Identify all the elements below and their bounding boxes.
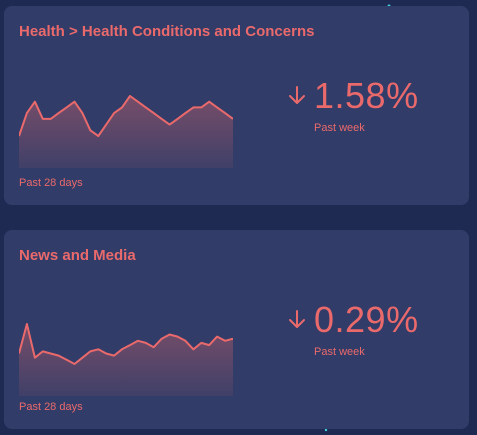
sparkline-chart [19,323,233,396]
sparkline-caption: Past 28 days [19,177,83,189]
card-title: News and Media [19,247,136,264]
change-value: 0.29% [314,299,419,340]
arrow-down-icon [289,86,305,104]
sparkline-line [19,323,233,365]
sparkline-caption: Past 28 days [19,401,83,413]
sparkline-chart [19,95,233,168]
sparkline-line [19,95,233,137]
change-value: 1.58% [314,75,419,116]
change-period: Past week [314,122,365,134]
metric-card[interactable]: Health > Health Conditions and Concerns … [4,6,469,205]
change-period: Past week [314,346,365,358]
metric-change: 1.58% [288,76,419,116]
metric-card[interactable]: News and Media Past 28 days 0.29% Past w… [4,230,469,429]
arrow-down-icon [289,310,305,328]
sparkline-area [19,96,233,168]
metric-change: 0.29% [288,300,419,340]
card-title: Health > Health Conditions and Concerns [19,23,315,40]
sparkline-area [19,324,233,396]
